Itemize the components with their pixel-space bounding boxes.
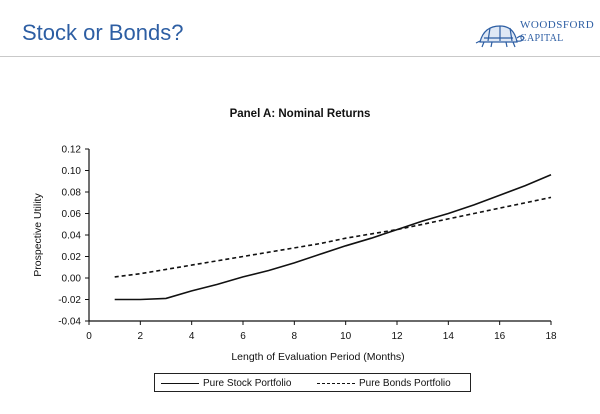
legend-item-bonds: Pure Bonds Portfolio xyxy=(317,376,451,390)
x-tick-label: 14 xyxy=(443,331,455,342)
legend-swatch-solid xyxy=(161,382,199,384)
x-tick-label: 16 xyxy=(494,331,506,342)
chart-legend: Pure Stock Portfolio Pure Bonds Portfoli… xyxy=(154,373,471,392)
x-tick-label: 4 xyxy=(189,331,195,342)
legend-item-stock: Pure Stock Portfolio xyxy=(161,376,291,390)
page-title: Stock or Bonds? xyxy=(22,20,184,45)
legend-swatch-dashed xyxy=(317,382,355,384)
y-tick-label: 0.08 xyxy=(62,188,82,199)
series-line-stock xyxy=(114,174,552,301)
chart-title: Panel A: Nominal Returns xyxy=(230,108,371,120)
y-tick-label: 0.10 xyxy=(62,166,82,177)
y-tick-label: -0.04 xyxy=(58,317,81,328)
logo-wordmark-top: WOODSFORD xyxy=(520,19,595,31)
y-tick-label: -0.02 xyxy=(58,295,81,306)
y-axis-label: Prospective Utility xyxy=(32,193,44,277)
y-tick-label: 0.00 xyxy=(62,274,82,285)
x-tick-label: 2 xyxy=(138,331,144,342)
title-divider xyxy=(0,56,600,57)
legend-label-stock: Pure Stock Portfolio xyxy=(203,377,292,389)
x-tick-label: 18 xyxy=(545,331,557,342)
tortoise-icon xyxy=(475,25,525,48)
x-tick-label: 6 xyxy=(240,331,246,342)
y-tick-label: 0.04 xyxy=(62,231,82,242)
y-tick-label: 0.12 xyxy=(62,145,82,156)
legend-label-bonds: Pure Bonds Portfolio xyxy=(359,377,451,389)
x-tick-label: 8 xyxy=(292,331,298,342)
x-axis-label: Length of Evaluation Period (Months) xyxy=(231,351,404,363)
series-line-bonds xyxy=(114,196,552,278)
x-tick-label: 0 xyxy=(86,331,92,342)
x-tick-label: 12 xyxy=(391,331,403,342)
y-tick-label: 0.02 xyxy=(62,252,82,263)
logo-wordmark-bottom: CAPITAL xyxy=(520,33,564,44)
y-tick-label: 0.06 xyxy=(62,209,82,220)
x-tick-label: 10 xyxy=(340,331,352,342)
